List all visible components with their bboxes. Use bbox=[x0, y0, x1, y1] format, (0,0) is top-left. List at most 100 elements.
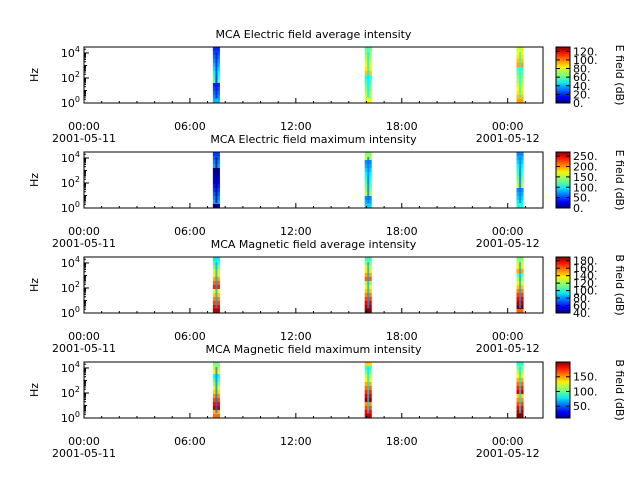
data-cell bbox=[519, 262, 522, 308]
colorbar bbox=[555, 151, 571, 209]
data-cell bbox=[519, 52, 522, 98]
x-date-label: 2001-05-11 bbox=[52, 132, 116, 145]
x-tick-label: 18:00 bbox=[386, 225, 418, 238]
axes-frame bbox=[83, 361, 544, 419]
y-tick-label: 100 bbox=[61, 410, 80, 425]
y-axis-label: Hz bbox=[28, 68, 41, 82]
x-date-label: 2001-05-12 bbox=[476, 342, 540, 355]
data-cell bbox=[212, 309, 220, 314]
colorbar-tick-label: 40. bbox=[573, 80, 591, 93]
data-cell bbox=[364, 414, 372, 419]
panel-3: MCA Magnetic field average intensity 100 1… bbox=[28, 238, 626, 355]
data-cell bbox=[215, 367, 218, 413]
panel-1: MCA Electric field average intensity 100 1… bbox=[28, 28, 626, 145]
y-tick-label: 104 bbox=[61, 255, 80, 270]
colorbar-tick-label: 250. bbox=[573, 150, 598, 163]
data-cell bbox=[519, 157, 522, 203]
data-cell bbox=[212, 99, 220, 104]
y-tick-label: 104 bbox=[61, 45, 80, 60]
colorbar-tick-label: 150. bbox=[573, 171, 598, 184]
y-tick-label: 102 bbox=[61, 70, 80, 85]
x-date-label: 2001-05-12 bbox=[476, 132, 540, 145]
data-cell bbox=[364, 309, 372, 314]
colorbar-label: B field (dB) bbox=[613, 359, 626, 420]
data-cell bbox=[364, 152, 372, 157]
data-cell bbox=[516, 309, 524, 314]
colorbar-tick-label: 200. bbox=[573, 161, 598, 174]
data-cell bbox=[367, 157, 370, 203]
panel-title: MCA Electric field average intensity bbox=[216, 28, 412, 41]
x-tick-label: 00:00 bbox=[68, 330, 100, 343]
colorbar-tick-label: 140. bbox=[573, 270, 598, 283]
data-cell bbox=[367, 52, 370, 98]
data-cell bbox=[516, 414, 524, 419]
y-tick-label: 100 bbox=[61, 95, 80, 110]
data-cell bbox=[516, 362, 524, 367]
data-cell bbox=[516, 47, 524, 52]
panel-4: MCA Magnetic field maximum intensity 100 1… bbox=[28, 343, 626, 460]
y-axis-label: Hz bbox=[28, 383, 41, 397]
data-cell bbox=[519, 367, 522, 413]
colorbar-tick-label: 0. bbox=[573, 97, 584, 110]
data-cell bbox=[367, 367, 370, 413]
colorbar-label: E field (dB) bbox=[613, 150, 626, 211]
colorbar-tick-label: 180. bbox=[573, 255, 598, 268]
x-tick-label: 06:00 bbox=[174, 435, 206, 448]
x-tick-label: 12:00 bbox=[280, 330, 312, 343]
x-tick-label: 18:00 bbox=[386, 435, 418, 448]
y-tick-label: 100 bbox=[61, 305, 80, 320]
x-tick-label: 12:00 bbox=[280, 120, 312, 133]
data-cell bbox=[212, 152, 220, 157]
data-cell bbox=[215, 52, 218, 98]
colorbar-tick-label: 80. bbox=[573, 63, 591, 76]
x-tick-label: 12:00 bbox=[280, 225, 312, 238]
panel-title: MCA Magnetic field average intensity bbox=[211, 238, 417, 251]
x-date-label: 2001-05-12 bbox=[476, 447, 540, 460]
colorbar-tick-label: 160. bbox=[573, 262, 598, 275]
y-axis-label: Hz bbox=[28, 278, 41, 292]
colorbar bbox=[555, 361, 571, 419]
x-tick-label: 18:00 bbox=[386, 120, 418, 133]
y-tick-label: 104 bbox=[61, 150, 80, 165]
x-tick-label: 00:00 bbox=[68, 435, 100, 448]
panel-title: MCA Electric field maximum intensity bbox=[210, 133, 417, 146]
x-tick-label: 00:00 bbox=[492, 330, 524, 343]
colorbar-tick-label: 80. bbox=[573, 292, 591, 305]
colorbar bbox=[555, 256, 571, 314]
x-tick-label: 00:00 bbox=[68, 225, 100, 238]
colorbar-tick-label: 40. bbox=[573, 307, 591, 320]
x-tick-label: 00:00 bbox=[492, 225, 524, 238]
x-date-label: 2001-05-11 bbox=[52, 447, 116, 460]
colorbar-tick-label: 120. bbox=[573, 45, 598, 58]
data-cell bbox=[215, 157, 218, 203]
y-tick-label: 102 bbox=[61, 175, 80, 190]
x-tick-label: 12:00 bbox=[280, 435, 312, 448]
colorbar bbox=[555, 46, 571, 104]
colorbar-tick-label: 100. bbox=[573, 285, 598, 298]
data-cell bbox=[364, 99, 372, 104]
y-axis-label: Hz bbox=[28, 173, 41, 187]
axes-frame bbox=[83, 256, 544, 314]
y-tick-label: 102 bbox=[61, 385, 80, 400]
y-tick-label: 102 bbox=[61, 280, 80, 295]
data-cell bbox=[516, 152, 524, 157]
colorbar-label: E field (dB) bbox=[613, 45, 626, 106]
data-cell bbox=[516, 257, 524, 262]
colorbar-tick-label: 50. bbox=[573, 400, 591, 413]
x-tick-label: 06:00 bbox=[174, 225, 206, 238]
x-tick-label: 06:00 bbox=[174, 330, 206, 343]
data-cell bbox=[212, 257, 220, 262]
data-cell bbox=[364, 204, 372, 209]
data-cell bbox=[367, 262, 370, 308]
colorbar-tick-label: 150. bbox=[573, 371, 598, 384]
x-tick-label: 00:00 bbox=[492, 435, 524, 448]
colorbar-tick-label: 100. bbox=[573, 181, 598, 194]
x-date-label: 2001-05-12 bbox=[476, 237, 540, 250]
colorbar-label: B field (dB) bbox=[613, 254, 626, 315]
colorbar-tick-label: 60. bbox=[573, 300, 591, 313]
y-tick-label: 100 bbox=[61, 200, 80, 215]
data-cell bbox=[364, 257, 372, 262]
x-date-label: 2001-05-11 bbox=[52, 342, 116, 355]
data-cell bbox=[212, 414, 220, 419]
colorbar-tick-label: 50. bbox=[573, 192, 591, 205]
